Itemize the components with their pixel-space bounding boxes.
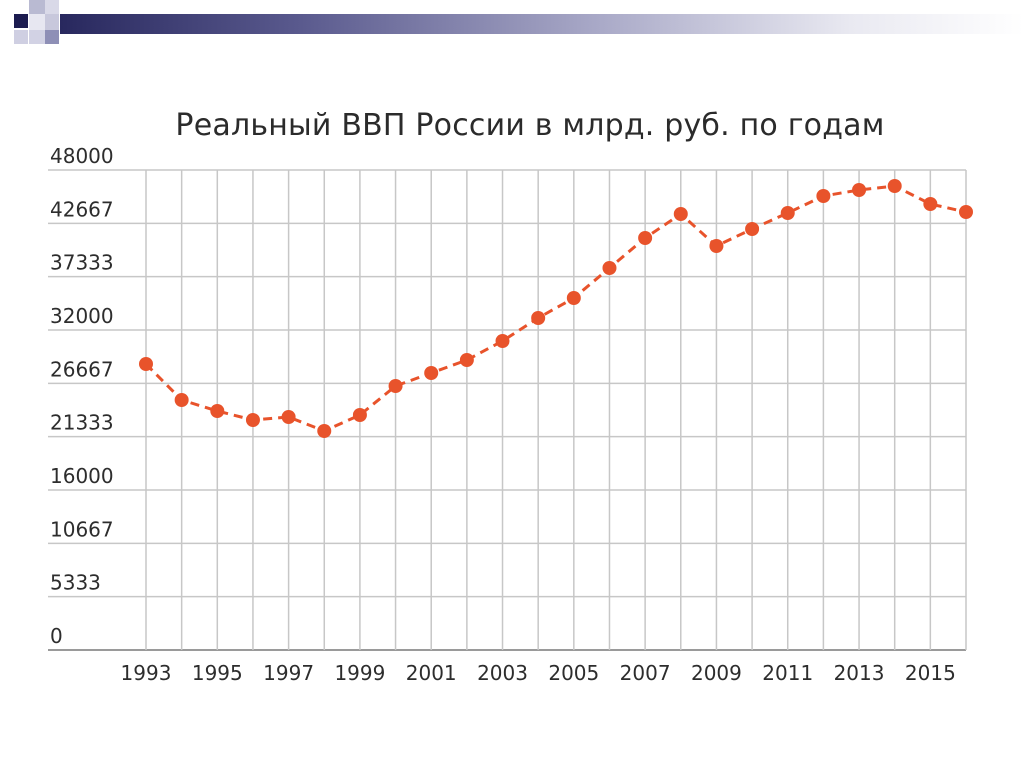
y-tick-label: 0: [50, 624, 63, 648]
y-tick-label: 37333: [50, 251, 114, 275]
header-decoration-square: [14, 30, 28, 44]
data-point: [816, 189, 831, 203]
header-decoration-bar: [60, 14, 1024, 34]
header-decoration-square: [45, 30, 59, 44]
x-tick-label: 1995: [192, 661, 243, 685]
y-tick-label: 48000: [50, 144, 114, 168]
header-decoration-square: [45, 0, 59, 14]
data-point: [424, 366, 439, 380]
y-tick-label: 26667: [50, 357, 114, 381]
data-point: [852, 183, 867, 197]
data-point: [495, 334, 510, 348]
header-decoration-square: [29, 30, 45, 44]
header-decoration-square: [14, 14, 28, 28]
header-decoration-square: [29, 14, 45, 30]
data-point: [281, 410, 296, 424]
header-decoration-square: [45, 14, 59, 30]
x-tick-label: 2009: [691, 661, 742, 685]
data-point: [459, 353, 474, 367]
y-tick-label: 16000: [50, 464, 114, 488]
data-point: [673, 207, 688, 221]
data-point: [317, 424, 332, 438]
data-point: [174, 393, 189, 407]
x-tick-label: 1993: [121, 661, 172, 685]
x-tick-label: 1999: [334, 661, 385, 685]
data-point: [210, 404, 225, 418]
data-point: [959, 205, 973, 219]
data-point: [923, 197, 938, 211]
data-point: [602, 261, 617, 275]
y-tick-label: 10667: [50, 517, 114, 541]
x-tick-label: 2001: [406, 661, 457, 685]
data-point: [780, 206, 795, 220]
x-tick-label: 1997: [263, 661, 314, 685]
x-tick-label: 2011: [762, 661, 813, 685]
data-point: [709, 239, 724, 253]
x-tick-label: 2013: [834, 661, 885, 685]
data-point: [352, 408, 367, 422]
x-tick-label: 2015: [905, 661, 956, 685]
y-tick-label: 32000: [50, 304, 114, 328]
y-tick-label: 21333: [50, 411, 114, 435]
y-tick-label: 5333: [50, 571, 101, 595]
x-tick-label: 2007: [620, 661, 671, 685]
data-point: [245, 413, 260, 427]
x-tick-label: 2005: [548, 661, 599, 685]
data-point: [388, 379, 403, 393]
y-tick-label: 42667: [50, 197, 114, 221]
data-point: [139, 357, 153, 371]
data-point: [745, 222, 760, 236]
data-point: [531, 311, 546, 325]
data-point: [887, 179, 902, 193]
header-decoration-square: [29, 0, 45, 14]
x-tick-label: 2003: [477, 661, 528, 685]
data-point: [566, 291, 581, 305]
data-point: [638, 231, 653, 245]
chart-title: Реальный ВВП России в млрд. руб. по года…: [175, 108, 885, 143]
